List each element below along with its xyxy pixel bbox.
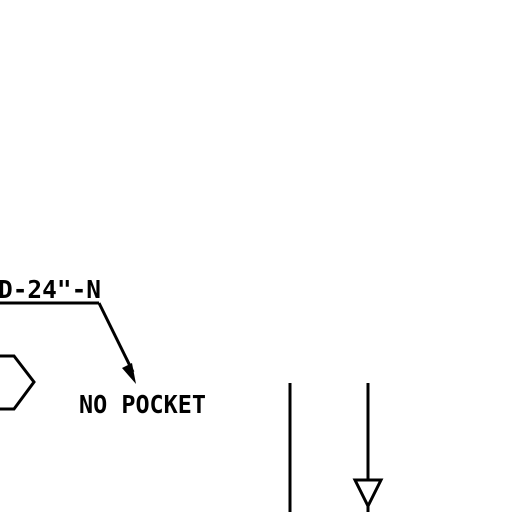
note-label: NO POCKET bbox=[79, 390, 206, 419]
leader-line bbox=[97, 302, 135, 373]
down-triangle-arrow-icon bbox=[352, 478, 384, 510]
chevron-shape bbox=[0, 354, 36, 411]
arrowhead-icon bbox=[122, 363, 136, 384]
callout-label: D-24"-N bbox=[0, 275, 101, 304]
